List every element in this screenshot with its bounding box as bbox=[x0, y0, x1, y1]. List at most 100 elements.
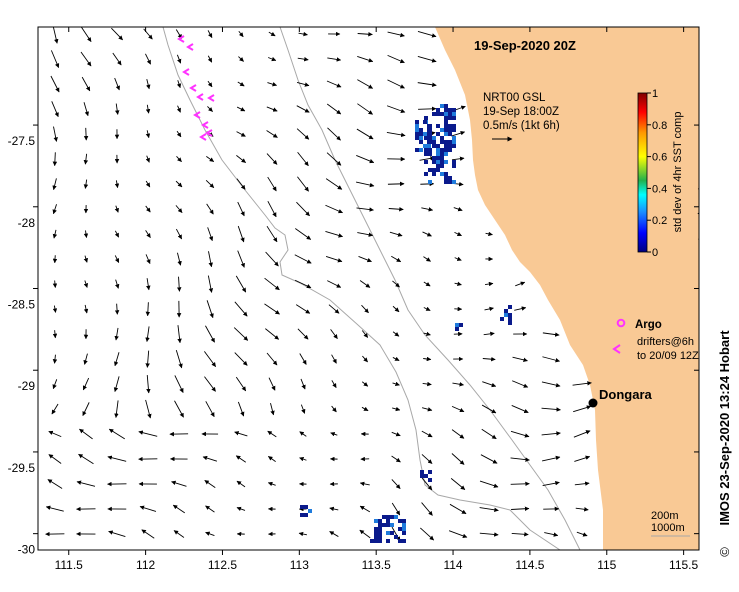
current-vector bbox=[733, 530, 739, 538]
sst-cell bbox=[508, 305, 512, 309]
current-vector bbox=[703, 531, 710, 537]
current-vector bbox=[479, 480, 499, 488]
sst-cell bbox=[419, 136, 423, 140]
current-vector bbox=[114, 205, 119, 213]
current-vector bbox=[359, 280, 371, 288]
current-vector bbox=[235, 376, 247, 392]
sst-cell bbox=[386, 539, 390, 543]
current-vector bbox=[52, 204, 57, 215]
sst-cell bbox=[402, 519, 406, 523]
sst-cell bbox=[432, 160, 436, 164]
current-vector bbox=[52, 27, 59, 44]
current-vector bbox=[417, 82, 437, 88]
current-vector bbox=[79, 428, 93, 440]
current-vector bbox=[328, 304, 340, 314]
sst-cell bbox=[444, 108, 448, 112]
current-vector bbox=[296, 128, 310, 140]
sst-cell bbox=[448, 124, 452, 128]
sst-cell bbox=[432, 144, 436, 148]
colorbar-tick-label: 0.8 bbox=[652, 120, 667, 132]
current-vector bbox=[361, 330, 369, 338]
current-vector bbox=[80, 51, 92, 67]
current-vector bbox=[236, 480, 246, 488]
imos-credit: IMOS 23-Sep-2020 13:24 Hobart bbox=[717, 330, 732, 526]
current-vector bbox=[174, 400, 184, 418]
current-vector bbox=[423, 281, 431, 287]
current-vector bbox=[356, 155, 375, 164]
current-vector bbox=[734, 457, 739, 462]
sst-cell bbox=[448, 132, 452, 136]
current-vector bbox=[392, 331, 400, 337]
current-vector bbox=[331, 354, 337, 364]
current-vector bbox=[362, 355, 368, 363]
current-vector bbox=[361, 304, 369, 314]
current-vector bbox=[208, 251, 213, 268]
current-vector bbox=[50, 50, 60, 69]
sst-cell bbox=[390, 531, 394, 535]
colorbar-tick-label: 0.4 bbox=[652, 183, 667, 195]
current-vector bbox=[576, 531, 588, 537]
sst-cell bbox=[374, 539, 378, 543]
sst-cell bbox=[378, 519, 382, 523]
current-vector bbox=[114, 327, 119, 341]
sst-cell bbox=[386, 531, 390, 535]
current-vector bbox=[702, 303, 710, 316]
colorbar-tick-label: 0.2 bbox=[652, 215, 667, 227]
sst-cell bbox=[508, 317, 512, 321]
current-vector bbox=[454, 256, 462, 261]
current-vector bbox=[703, 507, 709, 512]
current-vector bbox=[177, 325, 182, 344]
current-vector bbox=[83, 353, 88, 365]
current-vector bbox=[730, 153, 739, 165]
current-vector bbox=[83, 304, 89, 314]
current-vector bbox=[146, 374, 151, 394]
sst-cell bbox=[402, 531, 406, 535]
current-vector bbox=[268, 31, 276, 37]
current-vector bbox=[108, 530, 126, 538]
current-vector bbox=[423, 306, 431, 311]
current-vector bbox=[238, 56, 244, 62]
current-vector bbox=[392, 280, 400, 288]
sst-cell bbox=[440, 128, 444, 132]
sst-cell bbox=[440, 160, 444, 164]
sst-cell bbox=[444, 112, 448, 116]
current-vector bbox=[114, 180, 120, 189]
current-vector bbox=[701, 277, 711, 290]
current-vector bbox=[697, 188, 699, 190]
current-vector bbox=[480, 454, 498, 464]
sst-cell bbox=[436, 108, 440, 112]
sst-cell bbox=[300, 513, 304, 517]
current-vector bbox=[541, 381, 561, 388]
current-vector bbox=[510, 457, 530, 462]
current-vector bbox=[207, 55, 213, 63]
colorbar-ramp bbox=[637, 92, 648, 253]
sst-cell bbox=[419, 140, 423, 144]
current-vector bbox=[300, 404, 306, 414]
current-vector bbox=[115, 279, 120, 289]
current-vector bbox=[484, 281, 494, 287]
current-vector bbox=[238, 30, 244, 38]
sst-cell bbox=[452, 160, 456, 164]
current-vector bbox=[295, 228, 312, 240]
sst-cell bbox=[374, 531, 378, 535]
sst-cell bbox=[508, 313, 512, 317]
current-vector bbox=[80, 27, 92, 42]
current-vector bbox=[83, 179, 89, 189]
sst-cell bbox=[444, 152, 448, 156]
current-vector bbox=[176, 155, 182, 163]
sst-cell bbox=[428, 168, 432, 172]
current-vector bbox=[52, 354, 58, 364]
current-vector bbox=[361, 381, 369, 387]
current-vector bbox=[52, 379, 58, 390]
current-vector bbox=[81, 76, 91, 92]
drifter-marker-icon bbox=[612, 344, 621, 354]
sst-cell bbox=[436, 148, 440, 152]
current-vector bbox=[481, 404, 497, 414]
current-vector bbox=[207, 106, 213, 112]
current-vector bbox=[704, 53, 708, 64]
sst-cell bbox=[415, 128, 419, 132]
current-vector bbox=[146, 278, 151, 291]
current-vector bbox=[734, 505, 739, 512]
current-vector bbox=[83, 280, 89, 288]
lon-tick-label: 113.5 bbox=[362, 558, 391, 572]
